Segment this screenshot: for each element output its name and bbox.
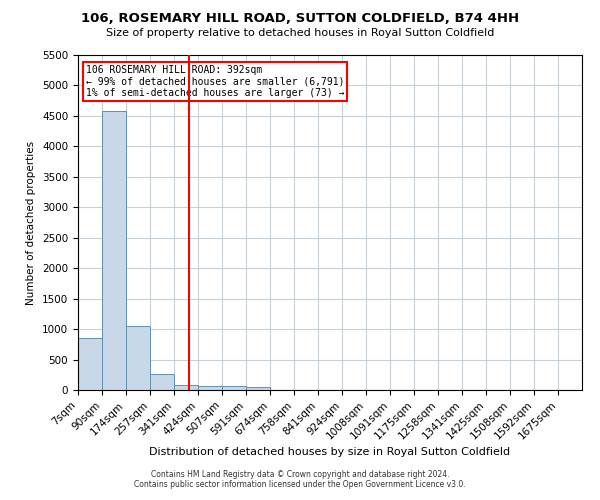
- Bar: [246, 387, 270, 390]
- Bar: [222, 386, 246, 390]
- Y-axis label: Number of detached properties: Number of detached properties: [26, 140, 37, 304]
- Text: Contains HM Land Registry data © Crown copyright and database right 2024.
Contai: Contains HM Land Registry data © Crown c…: [134, 470, 466, 489]
- Bar: [174, 385, 198, 390]
- Bar: [126, 326, 150, 390]
- Bar: [150, 374, 174, 390]
- Bar: [102, 111, 126, 390]
- Bar: [198, 386, 222, 390]
- Bar: [78, 338, 102, 390]
- Text: Size of property relative to detached houses in Royal Sutton Coldfield: Size of property relative to detached ho…: [106, 28, 494, 38]
- X-axis label: Distribution of detached houses by size in Royal Sutton Coldfield: Distribution of detached houses by size …: [149, 447, 511, 457]
- Text: 106, ROSEMARY HILL ROAD, SUTTON COLDFIELD, B74 4HH: 106, ROSEMARY HILL ROAD, SUTTON COLDFIEL…: [81, 12, 519, 26]
- Text: 106 ROSEMARY HILL ROAD: 392sqm
← 99% of detached houses are smaller (6,791)
1% o: 106 ROSEMARY HILL ROAD: 392sqm ← 99% of …: [86, 65, 344, 98]
